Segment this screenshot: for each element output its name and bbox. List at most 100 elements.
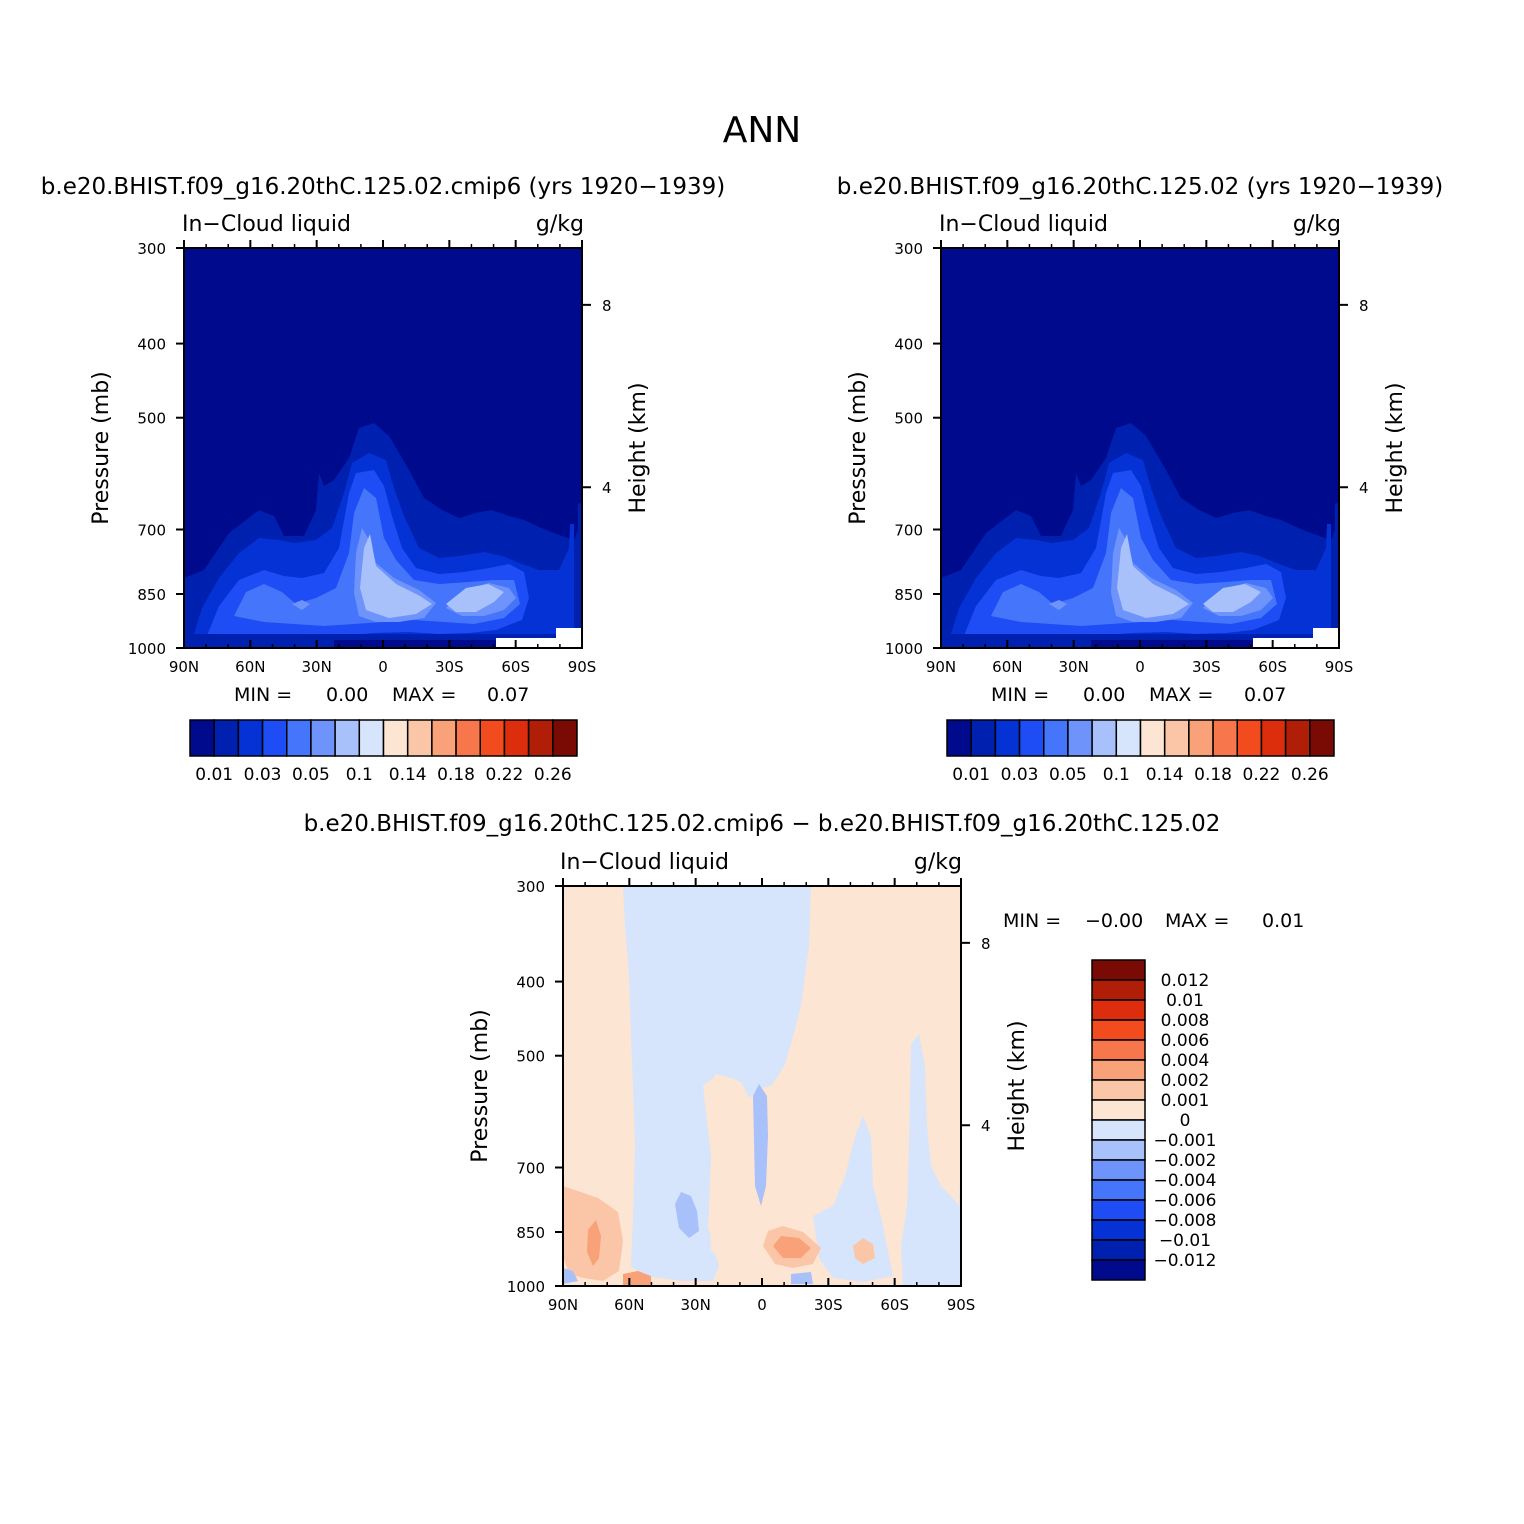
colorbar-tick-label: 0.18 xyxy=(437,765,475,785)
x-tick-label: 90S xyxy=(568,658,597,676)
colorbar-tick-label: 0.1 xyxy=(346,765,373,785)
colorbar-tick-label: 0.03 xyxy=(1001,765,1039,785)
x-tick-label: 0 xyxy=(757,1296,767,1314)
colorbar-box xyxy=(1284,719,1311,757)
x-tick-label: 60N xyxy=(235,658,265,676)
colorbar-tick-label: 0.22 xyxy=(1243,765,1281,785)
y-tick-label: 1000 xyxy=(885,640,923,658)
panel-1-colorbar: 0.01 0.03 0.05 0.1 0.14 0.18 0.22 0.26 xyxy=(189,719,578,785)
panel-1-missing-notch xyxy=(496,628,582,648)
panel-1-min-label: MIN = xyxy=(234,684,292,706)
y-tick-label: 700 xyxy=(516,1160,545,1178)
colorbar-box xyxy=(1236,719,1263,757)
panel-1-ylabel: Pressure (mb) xyxy=(89,371,114,525)
y-tick-label: 850 xyxy=(894,586,923,604)
colorbar-tick-label: 0 xyxy=(1180,1111,1191,1131)
colorbar-tick-label: 0.01 xyxy=(195,765,233,785)
y-tick-label: 300 xyxy=(137,240,166,258)
panel-1-max-value: 0.07 xyxy=(487,684,529,706)
panel-3-pos-60s xyxy=(853,1238,875,1264)
panel-1-y2label: Height (km) xyxy=(626,382,651,513)
x-tick-label: 30S xyxy=(435,658,464,676)
colorbar-box xyxy=(1091,1019,1146,1041)
colorbar-box xyxy=(1091,1139,1146,1161)
panel-3-axes: 90N 60N 30N 0 30S 60S 90S 300 400 500 700 850 1000 8 4 xyxy=(507,878,991,1314)
colorbar-box xyxy=(1212,719,1238,757)
y2-tick-label: 8 xyxy=(602,297,612,315)
y2-tick-label: 4 xyxy=(602,479,612,497)
panel-2-contour-lvl4 xyxy=(991,488,1277,626)
x-tick-label: 60N xyxy=(992,658,1022,676)
colorbar-tick-label: 0.01 xyxy=(952,765,990,785)
x-tick-label: 30S xyxy=(814,1296,843,1314)
panel-3-units: g/kg xyxy=(914,850,962,875)
panel-2-axes: 90N 60N 30N 0 30S 60S 90S 300 400 500 700 850 1000 8 4 xyxy=(885,240,1369,676)
panel-2-ylabel: Pressure (mb) xyxy=(846,371,871,525)
colorbar-box xyxy=(1091,999,1146,1021)
panel-2-y2label: Height (km) xyxy=(1383,382,1408,513)
colorbar-tick-label: 0.008 xyxy=(1161,1011,1210,1031)
colorbar-box xyxy=(1091,1199,1146,1221)
colorbar-tick-label: 0.14 xyxy=(389,765,427,785)
x-tick-label: 90N xyxy=(926,658,956,676)
colorbar-box xyxy=(406,719,433,757)
x-tick-label: 30S xyxy=(1192,658,1221,676)
panel-2-field xyxy=(941,248,1339,648)
colorbar-box xyxy=(1091,1039,1146,1061)
panel-2-missing-notch xyxy=(1253,628,1339,648)
panel-1-contour-lvl4 xyxy=(234,488,520,626)
x-tick-label: 60S xyxy=(880,1296,909,1314)
colorbar-box xyxy=(1091,1119,1146,1141)
y-tick-label: 700 xyxy=(137,522,166,540)
panel-1-units: g/kg xyxy=(536,212,584,237)
panel-1-surface-mask xyxy=(334,640,514,648)
colorbar-box xyxy=(431,719,457,757)
y-tick-label: 500 xyxy=(137,410,166,428)
colorbar-tick-label: 0.1 xyxy=(1103,765,1130,785)
panel-3-field xyxy=(563,886,961,1286)
panel-1-min-value: 0.00 xyxy=(326,684,368,706)
colorbar-tick-label: 0.18 xyxy=(1194,765,1232,785)
panel-2: b.e20.BHIST.f09_g16.20thC.125.02 (yrs 19… xyxy=(837,174,1443,785)
y-tick-label: 300 xyxy=(516,878,545,896)
colorbar-box xyxy=(358,719,385,757)
panel-2-min-label: MIN = xyxy=(991,684,1049,706)
colorbar-tick-label: 0.004 xyxy=(1161,1051,1210,1071)
colorbar-tick-label: −0.012 xyxy=(1154,1251,1217,1271)
colorbar-tick-label: −0.006 xyxy=(1154,1191,1217,1211)
colorbar-box xyxy=(1091,1059,1146,1081)
colorbar-box xyxy=(189,719,215,757)
y2-tick-label: 8 xyxy=(981,935,991,953)
colorbar-box xyxy=(1309,719,1335,757)
panel-3-negative-south xyxy=(813,1116,893,1282)
x-tick-label: 30N xyxy=(681,1296,711,1314)
colorbar-tick-label: 0.001 xyxy=(1161,1091,1210,1111)
x-tick-label: 30N xyxy=(1059,658,1089,676)
colorbar-box xyxy=(994,719,1021,757)
colorbar-box xyxy=(334,719,361,757)
panel-3-positive-tongue xyxy=(703,1078,743,1258)
colorbar-box xyxy=(1091,1179,1146,1201)
x-tick-label: 60N xyxy=(614,1296,644,1314)
colorbar-box xyxy=(1091,1219,1146,1241)
colorbar-tick-label: 0.14 xyxy=(1146,765,1184,785)
colorbar-tick-label: −0.004 xyxy=(1154,1171,1217,1191)
y2-tick-label: 8 xyxy=(1359,297,1369,315)
colorbar-box xyxy=(237,719,264,757)
x-tick-label: 0 xyxy=(1135,658,1145,676)
panel-3-ylabel: Pressure (mb) xyxy=(468,1009,493,1163)
colorbar-tick-label: 0.012 xyxy=(1161,971,1210,991)
x-tick-label: 60S xyxy=(501,658,530,676)
colorbar-box xyxy=(1091,1259,1146,1281)
colorbar-tick-label: 0.01 xyxy=(1166,991,1204,1011)
x-tick-label: 90S xyxy=(947,1296,976,1314)
panel-3-colorbar: 0.0120.010.0080.0060.0040.0020.0010−0.00… xyxy=(1091,959,1217,1281)
y-tick-label: 1000 xyxy=(507,1278,545,1296)
panel-2-min-value: 0.00 xyxy=(1083,684,1125,706)
panel-3-title: b.e20.BHIST.f09_g16.20thC.125.02.cmip6 −… xyxy=(304,811,1221,837)
colorbar-box xyxy=(1188,719,1214,757)
y-tick-label: 500 xyxy=(894,410,923,428)
panel-1-variable: In−Cloud liquid xyxy=(182,212,351,237)
panel-2-units: g/kg xyxy=(1293,212,1341,237)
